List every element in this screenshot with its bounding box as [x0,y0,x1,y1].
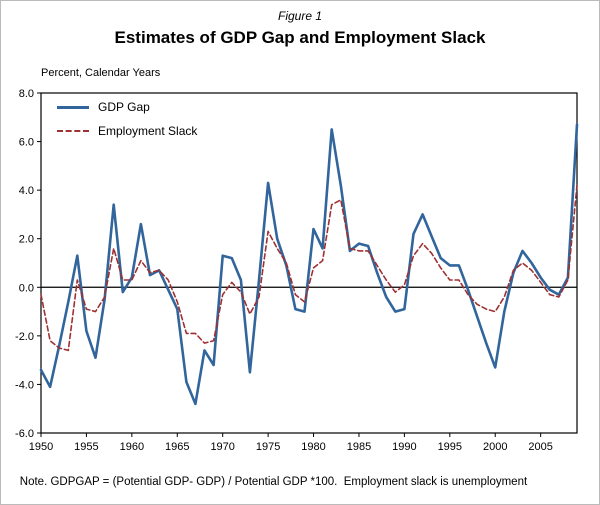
svg-text:1990: 1990 [392,441,416,453]
svg-text:1995: 1995 [438,441,462,453]
svg-text:2.0: 2.0 [19,234,34,246]
footnote: Note. GDPGAP = (Potential GDP- GDP) / Po… [7,459,595,504]
legend-item-employment-slack: Employment Slack [57,119,197,143]
legend-item-gdp-gap: GDP Gap [57,95,197,119]
legend-label-employment-slack: Employment Slack [98,124,198,138]
chart-legend: GDP Gap Employment Slack [57,95,197,143]
legend-label-gdp-gap: GDP Gap [98,100,150,114]
svg-text:8.0: 8.0 [19,88,34,100]
svg-text:1950: 1950 [29,441,53,453]
gdp-gap-line-sample [57,105,89,109]
svg-text:1960: 1960 [120,441,144,453]
svg-text:1970: 1970 [210,441,234,453]
svg-text:-6.0: -6.0 [15,428,34,440]
chart-title: Estimates of GDP Gap and Employment Slac… [114,28,486,47]
chart-area: 8.0 6.0 4.0 2.0 0.0 -2.0 -4.0 -6.0 1950 1955 1960 1… [3,85,599,457]
y-axis-unit-label: Percent, Calendar Years [41,67,161,79]
svg-text:1955: 1955 [74,441,98,453]
figure-label: Figure 1 [277,9,323,23]
svg-text:1985: 1985 [347,441,371,453]
svg-text:1965: 1965 [165,441,189,453]
svg-text:-2.0: -2.0 [15,331,34,343]
svg-text:2000: 2000 [483,441,507,453]
svg-text:2005: 2005 [528,441,552,453]
svg-text:1975: 1975 [256,441,280,453]
svg-text:-4.0: -4.0 [15,379,34,391]
svg-text:0.0: 0.0 [19,282,34,294]
footnote-line-1: Note. GDPGAP = (Potential GDP- GDP) / Po… [19,475,528,488]
svg-text:1980: 1980 [301,441,325,453]
svg-text:6.0: 6.0 [19,137,34,149]
svg-text:4.0: 4.0 [19,185,34,197]
employment-slack-line-sample [57,130,89,132]
